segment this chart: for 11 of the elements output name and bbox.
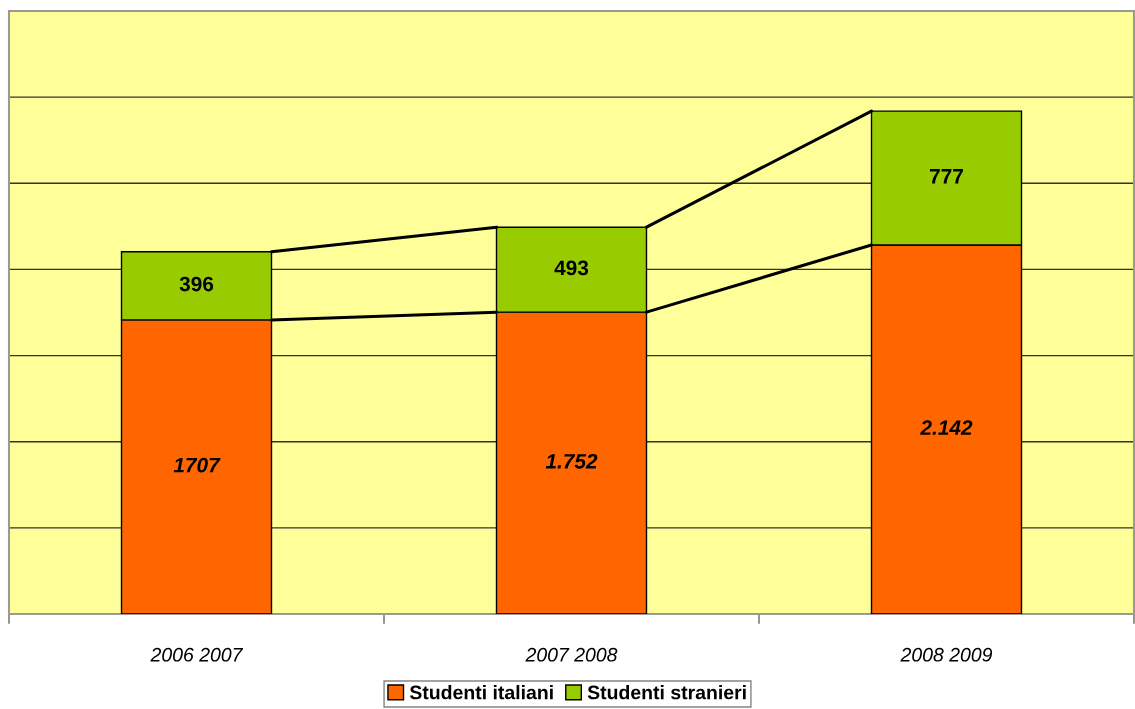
- data-label: 1707: [173, 457, 221, 473]
- x-tick-label: 2006 2007: [150, 647, 244, 662]
- data-label: 1.752: [545, 453, 598, 469]
- data-label: 777: [930, 169, 963, 184]
- x-tick-label: 2008 2009: [900, 647, 993, 662]
- data-label: 493: [554, 260, 589, 276]
- data-label: 396: [179, 276, 214, 292]
- data-label: 2.142: [920, 420, 973, 435]
- legend-label: Studenti italiani: [409, 685, 553, 700]
- legend-label: Studenti stranieri: [587, 685, 746, 700]
- x-tick-label: 2007 2008: [525, 647, 618, 662]
